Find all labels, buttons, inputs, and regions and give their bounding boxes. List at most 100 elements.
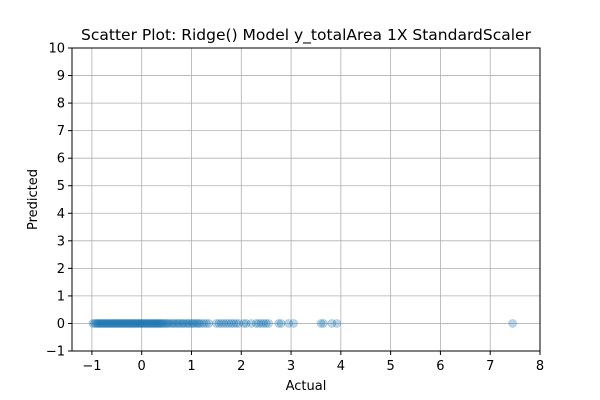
y-tick-label: 3 xyxy=(57,234,65,249)
y-axis-label: Predicted xyxy=(26,169,41,230)
y-tick-label: 8 xyxy=(57,97,65,112)
plot-frame xyxy=(71,47,541,352)
grid-layer xyxy=(72,48,540,351)
scatter-point xyxy=(165,319,174,328)
scatter-point xyxy=(202,319,211,328)
scatter-point xyxy=(98,319,108,328)
y-tick-label: 1 xyxy=(57,289,65,304)
scatter-point xyxy=(93,319,103,328)
x-tick-label: 1 xyxy=(187,359,195,374)
scatter-point xyxy=(142,319,151,328)
scatter-point xyxy=(97,319,107,328)
scatter-point xyxy=(222,319,231,328)
scatter-point xyxy=(254,319,264,328)
scatter-point xyxy=(99,319,109,328)
scatter-point xyxy=(101,319,111,328)
scatter-point xyxy=(227,319,236,328)
scatter-point xyxy=(190,319,199,328)
scatter-point xyxy=(148,319,157,328)
scatter-point xyxy=(158,319,167,328)
scatter-point xyxy=(159,319,169,328)
y-tick-label: 0 xyxy=(57,317,65,332)
points-layer xyxy=(88,319,517,328)
scatter-point xyxy=(155,319,164,328)
scatter-point xyxy=(163,319,173,328)
scatter-point xyxy=(264,319,273,328)
scatter-point xyxy=(135,319,145,328)
y-tick-label: 7 xyxy=(57,124,65,139)
scatter-point xyxy=(92,319,102,328)
scatter-point xyxy=(246,319,256,328)
scatter-point xyxy=(154,319,163,328)
scatter-point xyxy=(183,319,193,328)
scatter-point xyxy=(127,319,137,328)
scatter-point xyxy=(107,319,117,328)
scatter-point xyxy=(241,319,251,328)
x-tick-label: 6 xyxy=(436,359,444,374)
scatter-point xyxy=(259,319,268,328)
x-tick-label: 0 xyxy=(138,359,146,374)
scatter-point xyxy=(188,319,198,328)
scatter-point xyxy=(146,319,155,328)
scatter-point xyxy=(192,319,201,328)
scatter-point xyxy=(224,319,234,328)
scatter-point xyxy=(327,319,337,328)
scatter-point xyxy=(175,319,184,328)
scatter-point xyxy=(134,319,144,328)
scatter-point xyxy=(157,319,166,328)
x-tick-label: 2 xyxy=(237,359,245,374)
y-tick-label: 5 xyxy=(57,179,65,194)
scatter-point xyxy=(90,319,99,328)
scatter-point xyxy=(141,319,150,328)
scatter-point xyxy=(138,319,147,328)
scatter-point xyxy=(150,319,159,328)
scatter-point xyxy=(143,319,152,328)
scatter-point xyxy=(88,319,98,328)
scatter-point xyxy=(145,319,154,328)
scatter-point xyxy=(508,319,517,328)
scatter-point xyxy=(167,319,176,328)
scatter-point xyxy=(125,319,135,328)
x-tick-label: 4 xyxy=(337,359,345,374)
scatter-point xyxy=(113,319,123,328)
scatter-point xyxy=(136,319,146,328)
scatter-point xyxy=(133,319,143,328)
scatter-point xyxy=(123,319,133,328)
scatter-point xyxy=(180,319,189,328)
scatter-point xyxy=(284,319,293,328)
x-tick-label: 8 xyxy=(536,359,544,374)
scatter-point xyxy=(170,319,179,328)
scatter-point xyxy=(106,319,116,328)
scatter-point xyxy=(102,319,112,328)
scatter-point xyxy=(195,319,204,328)
chart-title: Scatter Plot: Ridge() Model y_totalArea … xyxy=(81,26,532,45)
scatter-point xyxy=(187,319,196,328)
scatter-point xyxy=(115,319,125,328)
scatter-point xyxy=(139,319,148,328)
scatter-point xyxy=(168,319,178,328)
scatter-point xyxy=(214,319,224,328)
scatter-point xyxy=(105,319,115,328)
y-tick-label: 6 xyxy=(57,152,65,167)
y-tick-label: 4 xyxy=(57,207,65,222)
scatter-point xyxy=(276,319,286,328)
scatter-point xyxy=(153,319,162,328)
scatter-point xyxy=(119,319,129,328)
scatter-point xyxy=(156,319,165,328)
scatter-point xyxy=(152,319,161,328)
scatter-point xyxy=(144,319,153,328)
scatter-point xyxy=(178,319,188,328)
scatter-point xyxy=(289,319,298,328)
scatter-point xyxy=(193,319,203,328)
scatter-point xyxy=(149,319,158,328)
scatter-point xyxy=(117,319,127,328)
scatter-point xyxy=(121,319,131,328)
scatter-point xyxy=(161,319,170,328)
scatter-point xyxy=(110,319,120,328)
scatter-point xyxy=(122,319,132,328)
scatter-point xyxy=(185,319,194,328)
scatter-point xyxy=(108,319,118,328)
scatter-point xyxy=(129,319,139,328)
